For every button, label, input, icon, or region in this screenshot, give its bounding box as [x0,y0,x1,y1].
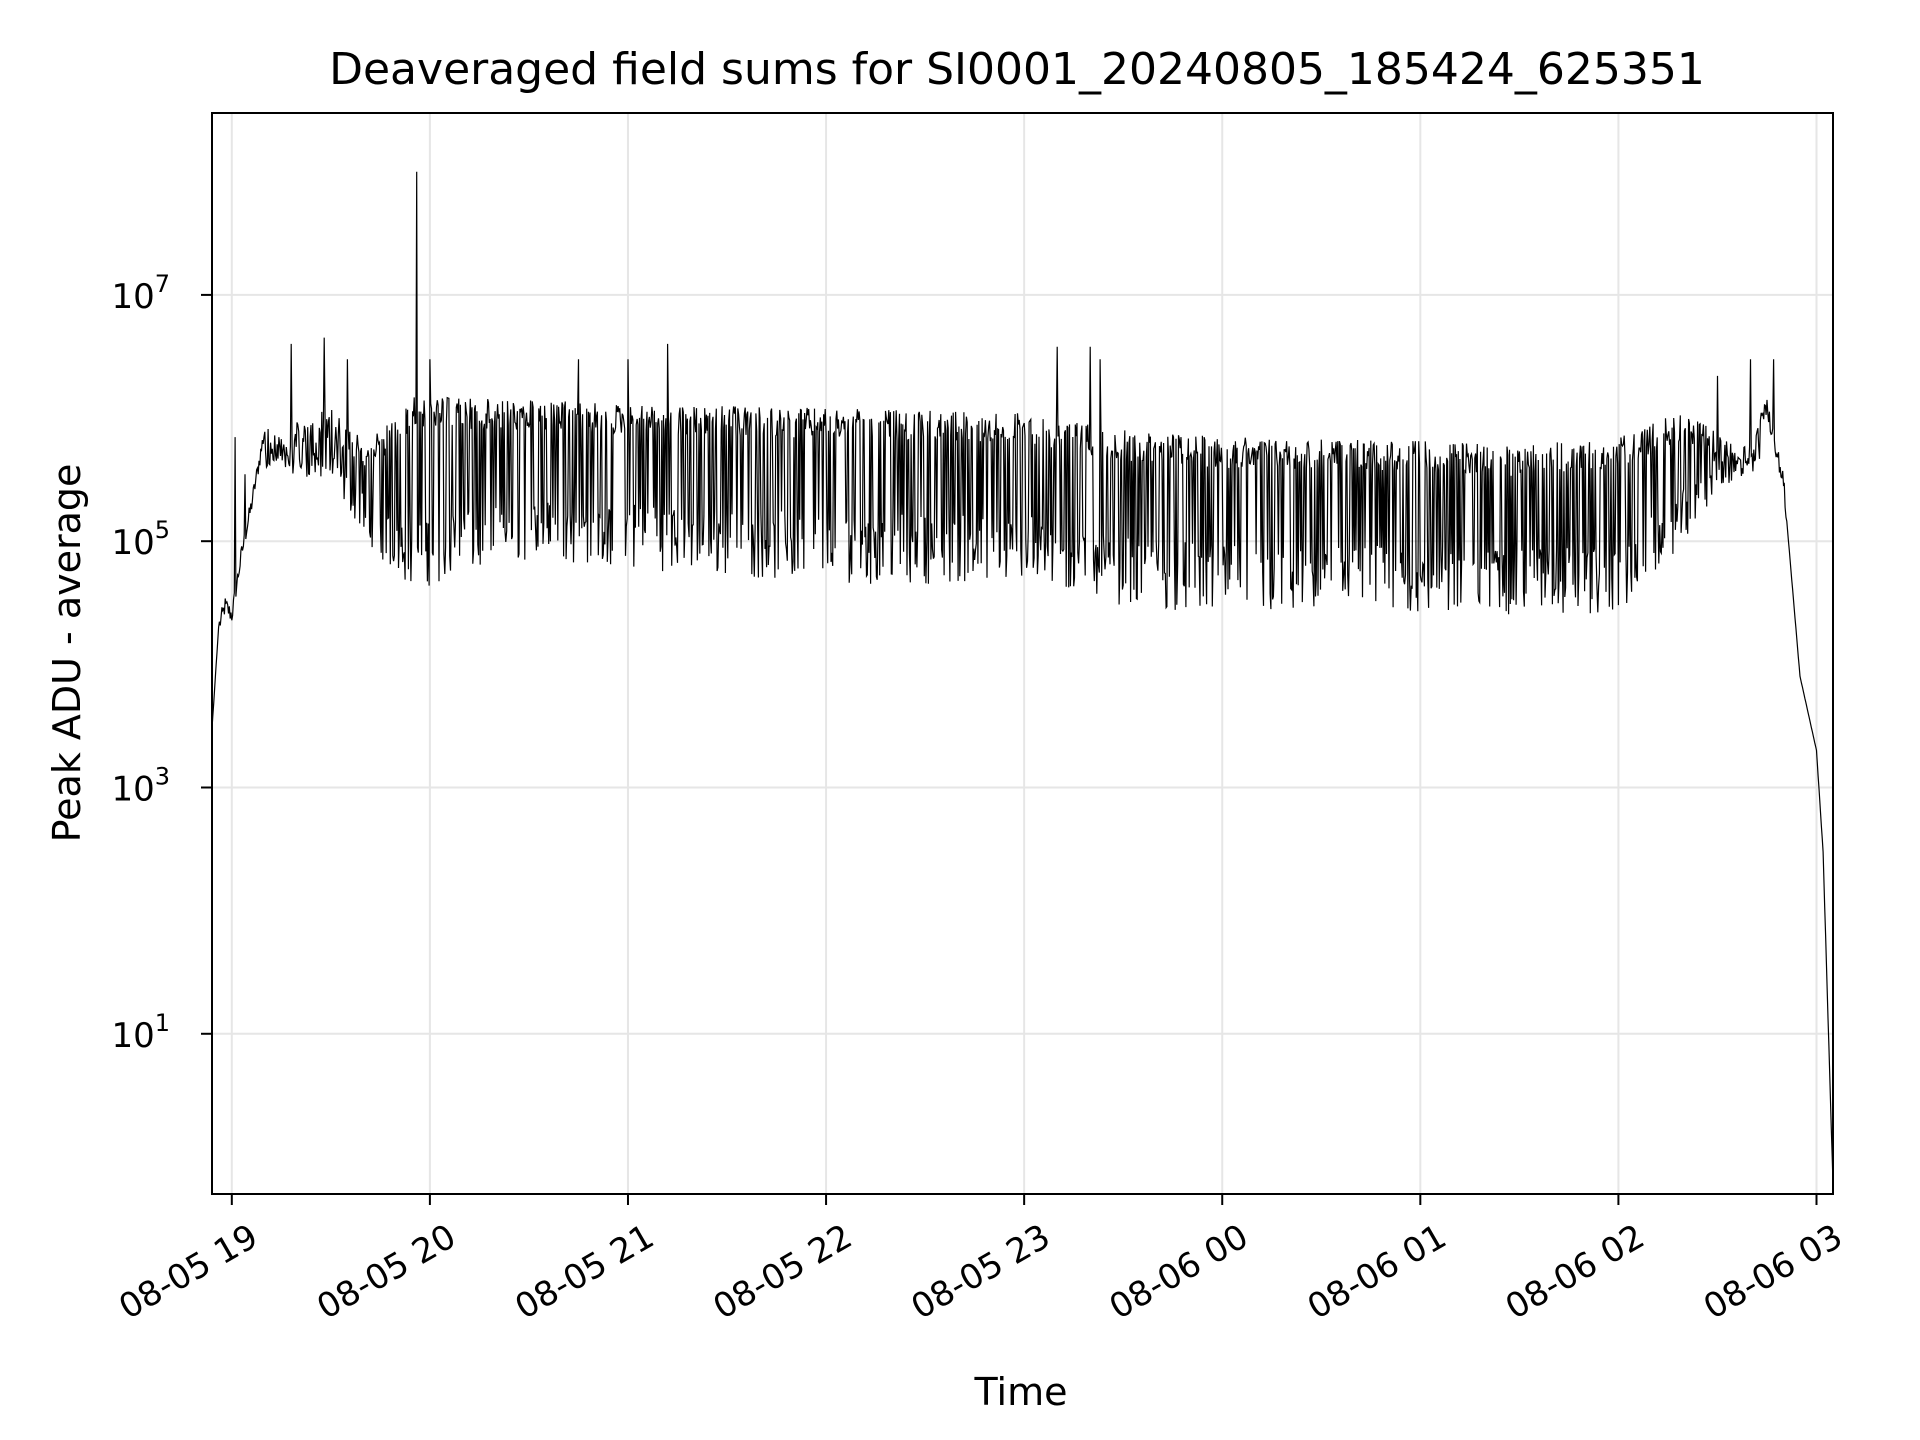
data-layer [211,171,1834,1185]
y-axis-label: Peak ADU - average [45,464,89,843]
x-axis-label: Time [974,1370,1068,1414]
plot-frame [211,112,1834,1195]
grid-layer [212,113,1833,1194]
series-line [211,171,1834,1185]
chart-title: Deaveraged field sums for SI0001_2024080… [329,44,1705,95]
